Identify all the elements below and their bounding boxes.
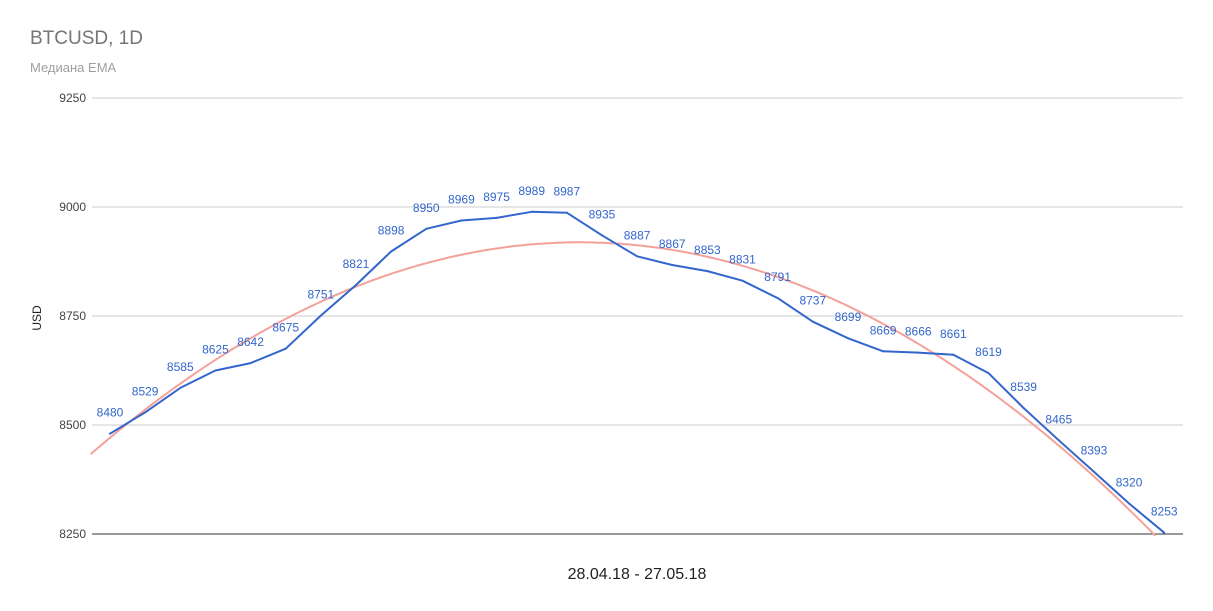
data-label: 8699 [835, 310, 862, 324]
data-point [671, 263, 674, 266]
data-point [214, 369, 217, 372]
data-point [706, 270, 709, 273]
data-label: 8898 [378, 223, 405, 237]
y-axis-label: USD [30, 305, 44, 331]
data-point [530, 210, 533, 213]
data-point [460, 219, 463, 222]
data-label: 8480 [97, 406, 124, 420]
data-label: 8529 [132, 384, 159, 398]
series-line [109, 210, 1165, 534]
data-labels-group: 8480 8529 8585 8625 8642 8675 8751 8821 8898 8950… [97, 184, 1178, 519]
data-label: 8989 [518, 184, 545, 198]
data-label: 8642 [237, 335, 264, 349]
data-point [952, 353, 955, 356]
data-label: 8853 [694, 243, 721, 257]
data-label: 8675 [272, 321, 299, 335]
data-label: 8625 [202, 343, 229, 357]
data-point [917, 351, 920, 354]
data-point [249, 362, 252, 365]
data-point [600, 234, 603, 237]
x-axis-label: 28.04.18 - 27.05.18 [568, 566, 707, 583]
data-label: 8751 [307, 288, 334, 302]
data-point [1022, 406, 1025, 409]
data-point [495, 216, 498, 219]
data-point [846, 337, 849, 340]
data-point [1163, 531, 1166, 534]
data-label: 8935 [589, 207, 616, 221]
data-point [284, 347, 287, 350]
data-point [354, 284, 357, 287]
gridlines [92, 97, 1183, 535]
data-point [1128, 502, 1131, 505]
data-label: 8950 [413, 201, 440, 215]
series-group [109, 210, 1166, 534]
data-label: 8867 [659, 237, 686, 251]
y-tick-label: 8500 [59, 418, 86, 432]
data-point [776, 297, 779, 300]
trendline-group [90, 241, 1157, 537]
data-label: 8669 [870, 323, 897, 337]
trendline [90, 241, 1157, 537]
data-point [425, 227, 428, 230]
data-label: 8661 [940, 327, 967, 341]
data-label: 8887 [624, 228, 651, 242]
data-point [811, 320, 814, 323]
y-tick-label: 8250 [59, 527, 86, 541]
chart-title: BTCUSD, 1D [30, 28, 143, 49]
data-point [179, 386, 182, 389]
data-point [636, 255, 639, 258]
data-point [319, 314, 322, 317]
data-point [1057, 439, 1060, 442]
data-label: 8821 [343, 257, 370, 271]
data-point [1092, 470, 1095, 473]
data-label: 8975 [483, 190, 510, 204]
data-label: 8666 [905, 325, 932, 339]
y-tick-label: 8750 [59, 309, 86, 323]
data-point [144, 411, 147, 414]
data-label: 8969 [448, 193, 475, 207]
data-label: 8619 [975, 345, 1002, 359]
y-tick-label: 9000 [59, 200, 86, 214]
data-point [882, 350, 885, 353]
y-tick-label: 9250 [59, 91, 86, 105]
data-label: 8585 [167, 360, 194, 374]
data-label: 8987 [553, 185, 580, 199]
data-point [987, 372, 990, 375]
data-label: 8393 [1081, 444, 1108, 458]
data-point [390, 250, 393, 253]
data-label: 8253 [1151, 505, 1178, 519]
chart-subtitle: Медиана EMA [30, 60, 117, 75]
data-point [109, 432, 111, 435]
data-label: 8831 [729, 253, 756, 267]
y-axis-ticks: 8250 8500 8750 9000 9250 [59, 91, 86, 541]
data-label: 8320 [1116, 475, 1143, 489]
data-label: 8465 [1045, 412, 1072, 426]
data-point [565, 211, 568, 214]
data-point [741, 279, 744, 282]
data-label: 8737 [799, 294, 826, 308]
data-label: 8539 [1010, 380, 1037, 394]
data-label: 8791 [764, 270, 791, 284]
